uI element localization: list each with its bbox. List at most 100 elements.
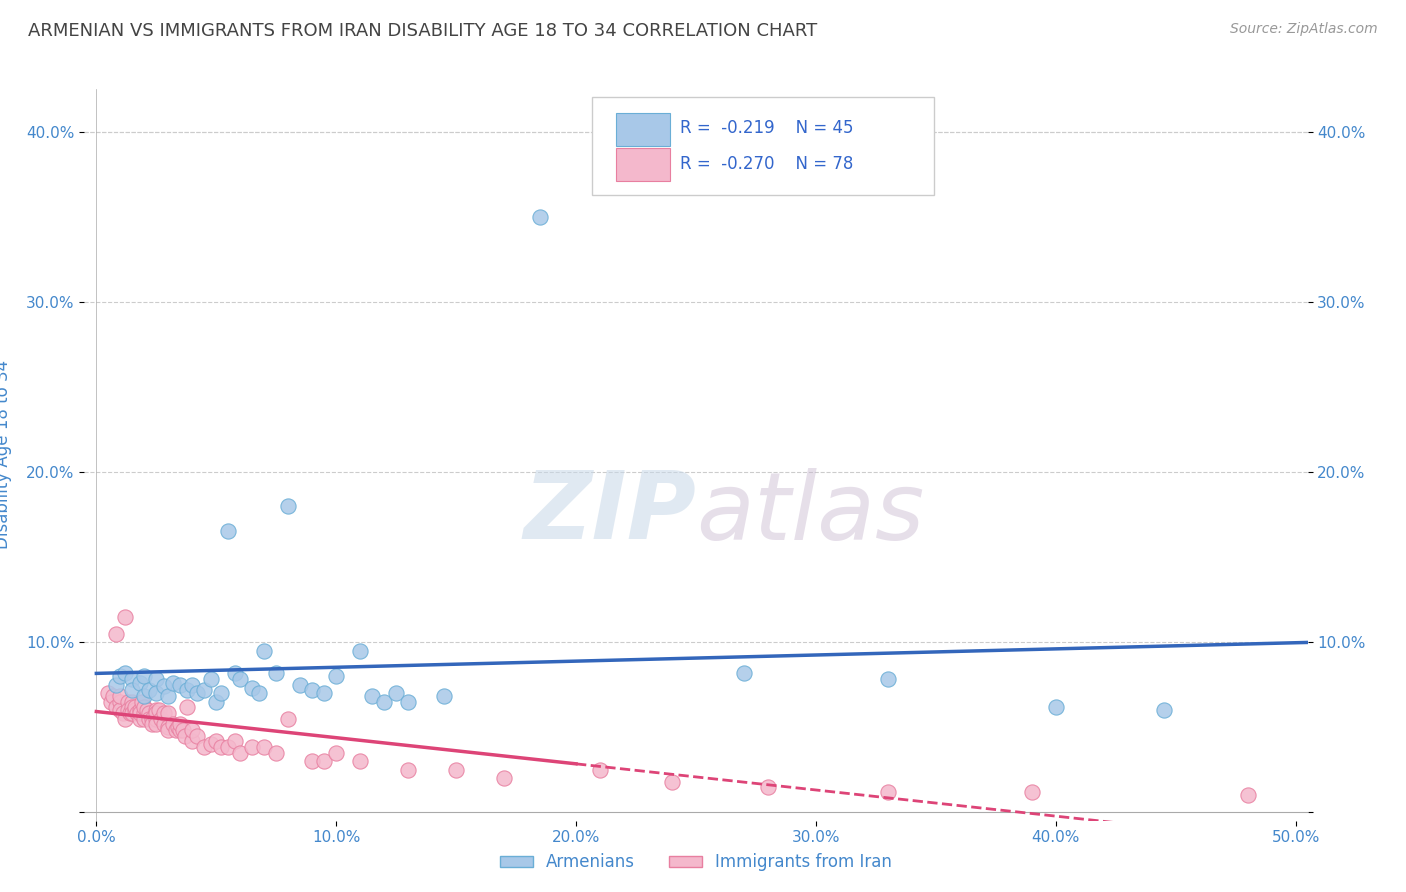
Point <box>162 716 184 731</box>
Point <box>124 703 146 717</box>
Point <box>138 706 160 721</box>
Point <box>128 712 150 726</box>
Text: Source: ZipAtlas.com: Source: ZipAtlas.com <box>1230 22 1378 37</box>
Point <box>134 699 156 714</box>
Point <box>229 673 252 687</box>
FancyBboxPatch shape <box>592 96 935 195</box>
Point <box>134 690 156 704</box>
Point <box>172 723 194 738</box>
Point <box>186 686 208 700</box>
FancyBboxPatch shape <box>616 113 671 145</box>
Point <box>121 673 143 687</box>
Point <box>134 669 156 683</box>
Point <box>181 723 204 738</box>
Point <box>217 740 239 755</box>
Point <box>277 712 299 726</box>
Point <box>176 699 198 714</box>
Point <box>145 686 167 700</box>
Point <box>264 665 287 680</box>
Point <box>205 733 228 747</box>
Point <box>121 706 143 721</box>
Point <box>529 210 551 224</box>
Point <box>100 695 122 709</box>
Point <box>209 686 232 700</box>
Point <box>314 686 336 700</box>
Point <box>169 723 191 738</box>
Point <box>373 695 395 709</box>
Point <box>733 665 755 680</box>
Point <box>127 706 149 721</box>
Point <box>117 695 139 709</box>
Point <box>128 676 150 690</box>
Point <box>433 690 456 704</box>
Point <box>148 703 170 717</box>
Point <box>200 737 222 751</box>
Point <box>110 669 132 683</box>
Point <box>145 716 167 731</box>
Point <box>277 499 299 513</box>
Point <box>135 703 157 717</box>
Text: atlas: atlas <box>696 468 924 559</box>
Point <box>101 690 124 704</box>
Point <box>661 774 683 789</box>
Point <box>134 712 156 726</box>
Point <box>224 733 246 747</box>
Point <box>1021 785 1043 799</box>
Point <box>128 706 150 721</box>
Point <box>124 699 146 714</box>
Point <box>756 780 779 794</box>
Point <box>114 665 136 680</box>
Point <box>301 682 323 697</box>
Point <box>385 686 408 700</box>
Point <box>314 754 336 768</box>
Point <box>396 763 419 777</box>
Point <box>145 706 167 721</box>
Point <box>444 763 467 777</box>
Point <box>167 720 190 734</box>
Point <box>240 740 263 755</box>
Point <box>134 706 156 721</box>
Text: ARMENIAN VS IMMIGRANTS FROM IRAN DISABILITY AGE 18 TO 34 CORRELATION CHART: ARMENIAN VS IMMIGRANTS FROM IRAN DISABIL… <box>28 22 817 40</box>
Point <box>121 682 143 697</box>
Point <box>141 712 163 726</box>
Point <box>138 712 160 726</box>
Point <box>97 686 120 700</box>
Point <box>110 695 132 709</box>
Text: ZIP: ZIP <box>523 467 696 559</box>
Point <box>157 720 180 734</box>
Point <box>181 677 204 691</box>
Point <box>876 673 898 687</box>
Point <box>104 626 127 640</box>
Point <box>165 723 187 738</box>
Point <box>152 716 174 731</box>
Point <box>253 643 276 657</box>
Point <box>104 677 127 691</box>
Point <box>118 706 141 721</box>
Text: R =  -0.270    N = 78: R = -0.270 N = 78 <box>681 155 853 173</box>
Point <box>111 706 134 721</box>
Point <box>186 729 208 743</box>
Point <box>876 785 898 799</box>
Text: R =  -0.219    N = 45: R = -0.219 N = 45 <box>681 119 853 137</box>
Point <box>1153 703 1175 717</box>
Point <box>209 740 232 755</box>
Point <box>104 699 127 714</box>
Point <box>110 690 132 704</box>
Point <box>176 682 198 697</box>
Y-axis label: Disability Age 18 to 34: Disability Age 18 to 34 <box>0 360 13 549</box>
Point <box>240 681 263 695</box>
Point <box>110 703 132 717</box>
Point <box>131 695 153 709</box>
Point <box>157 690 180 704</box>
Point <box>325 669 347 683</box>
Point <box>200 673 222 687</box>
Point <box>290 677 312 691</box>
Point <box>349 754 371 768</box>
Point <box>249 686 271 700</box>
Point <box>224 665 246 680</box>
Point <box>162 676 184 690</box>
Point <box>253 740 276 755</box>
Point <box>138 682 160 697</box>
Point <box>128 703 150 717</box>
Point <box>114 609 136 624</box>
